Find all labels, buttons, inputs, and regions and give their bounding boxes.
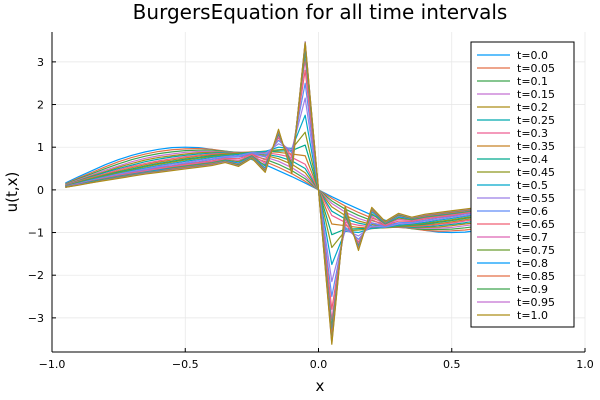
y-tick-label: 3: [37, 56, 44, 69]
chart-title: BurgersEquation for all time intervals: [133, 0, 508, 24]
legend-items: t=0.0t=0.05t=0.1t=0.15t=0.2t=0.25t=0.3t=…: [477, 49, 555, 322]
y-tick-label: −3: [28, 312, 44, 325]
legend-label: t=0.95: [517, 296, 555, 309]
x-tick-label: 1.0: [576, 358, 594, 371]
legend-label: t=0.6: [517, 205, 548, 218]
y-tick-label: −1: [28, 227, 44, 240]
legend-label: t=0.8: [517, 257, 548, 270]
legend: t=0.0t=0.05t=0.1t=0.15t=0.2t=0.25t=0.3t=…: [470, 41, 575, 328]
legend-label: t=0.1: [517, 75, 548, 88]
x-tick-label: −1.0: [39, 358, 66, 371]
y-axis-label: u(t,x): [3, 172, 21, 213]
y-tick-label: 2: [37, 99, 44, 112]
y-tick-label: 0: [37, 184, 44, 197]
x-tick-label: −0.5: [172, 358, 199, 371]
legend-label: t=0.9: [517, 283, 548, 296]
y-axis-ticks: −3 −2 −1 0 1 2 3: [28, 56, 56, 325]
legend-label: t=0.35: [517, 140, 555, 153]
legend-label: t=0.85: [517, 270, 555, 283]
legend-label: t=0.65: [517, 218, 555, 231]
x-tick-label: 0.0: [310, 358, 328, 371]
legend-label: t=0.3: [517, 127, 548, 140]
legend-label: t=0.05: [517, 62, 555, 75]
y-tick-label: −2: [28, 269, 44, 282]
x-tick-label: 0.5: [443, 358, 461, 371]
legend-label: t=0.45: [517, 166, 555, 179]
legend-label: t=1.0: [517, 309, 548, 322]
legend-label: t=0.2: [517, 101, 548, 114]
legend-label: t=0.15: [517, 88, 555, 101]
y-tick-label: 1: [37, 141, 44, 154]
x-axis-label: x: [316, 377, 325, 395]
legend-label: t=0.55: [517, 192, 555, 205]
legend-label: t=0.5: [517, 179, 548, 192]
legend-label: t=0.25: [517, 114, 555, 127]
legend-label: t=0.75: [517, 244, 555, 257]
legend-label: t=0.7: [517, 231, 548, 244]
legend-label: t=0.0: [517, 49, 548, 62]
x-axis-ticks: −1.0 −0.5 0.0 0.5 1.0: [39, 348, 594, 371]
series-lines: [65, 41, 572, 345]
legend-label: t=0.4: [517, 153, 548, 166]
